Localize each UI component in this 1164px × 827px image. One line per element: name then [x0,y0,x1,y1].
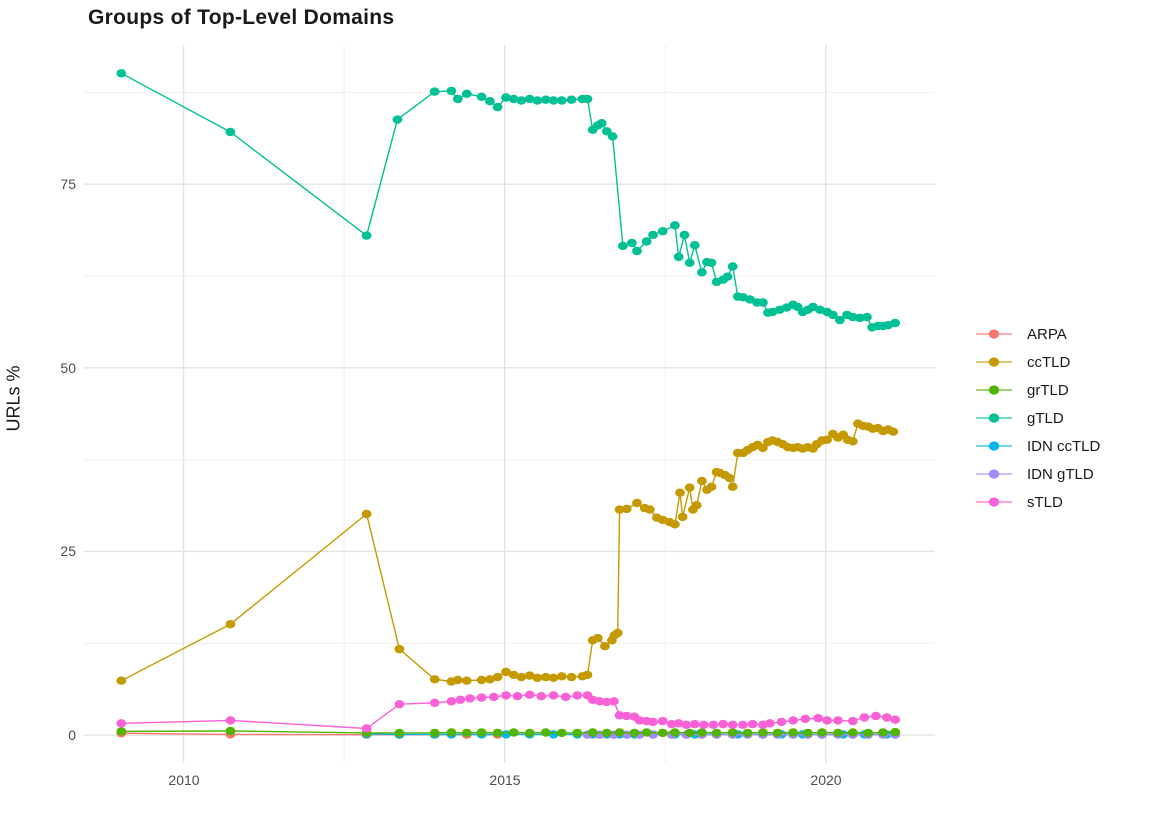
x-tick-2015: 2015 [489,772,521,788]
legend-item-idn-gtld: IDN gTLD [975,460,1100,488]
legend-item-stld: sTLD [975,488,1100,516]
x-tick-2010: 2010 [168,772,200,788]
chart-title: Groups of Top-Level Domains [88,6,395,29]
legend-item-idn-cctld: IDN ccTLD [975,432,1100,460]
legend-label-gtld: gTLD [1027,409,1064,427]
legend-item-cctld: ccTLD [975,348,1100,376]
legend-label-grtld: grTLD [1027,381,1069,399]
legend-key-grtld-icon [975,382,1013,398]
y-tick-75: 75 [60,176,76,192]
legend-key-idn-gtld-icon [975,466,1013,482]
legend-key-arpa-icon [975,326,1013,342]
legend-label-arpa: ARPA [1027,325,1067,343]
legend-label-cctld: ccTLD [1027,353,1071,371]
legend-item-grtld: grTLD [975,376,1100,404]
legend-item-arpa: ARPA [975,320,1100,348]
y-tick-50: 50 [60,360,76,376]
y-tick-0: 0 [68,727,76,743]
y-tick-25: 25 [60,543,76,559]
legend-key-gtld-icon [975,410,1013,426]
legend: ARPA ccTLD grTLD gTLD IDN ccTLD IDN gTLD… [975,320,1100,516]
x-tick-2020: 2020 [810,772,842,788]
legend-key-idn-cctld-icon [975,438,1013,454]
legend-key-cctld-icon [975,354,1013,370]
legend-label-idn-gtld: IDN gTLD [1027,465,1094,483]
legend-label-idn-cctld: IDN ccTLD [1027,437,1101,455]
legend-label-stld: sTLD [1027,493,1063,511]
legend-item-gtld: gTLD [975,404,1100,432]
legend-key-stld-icon [975,494,1013,510]
